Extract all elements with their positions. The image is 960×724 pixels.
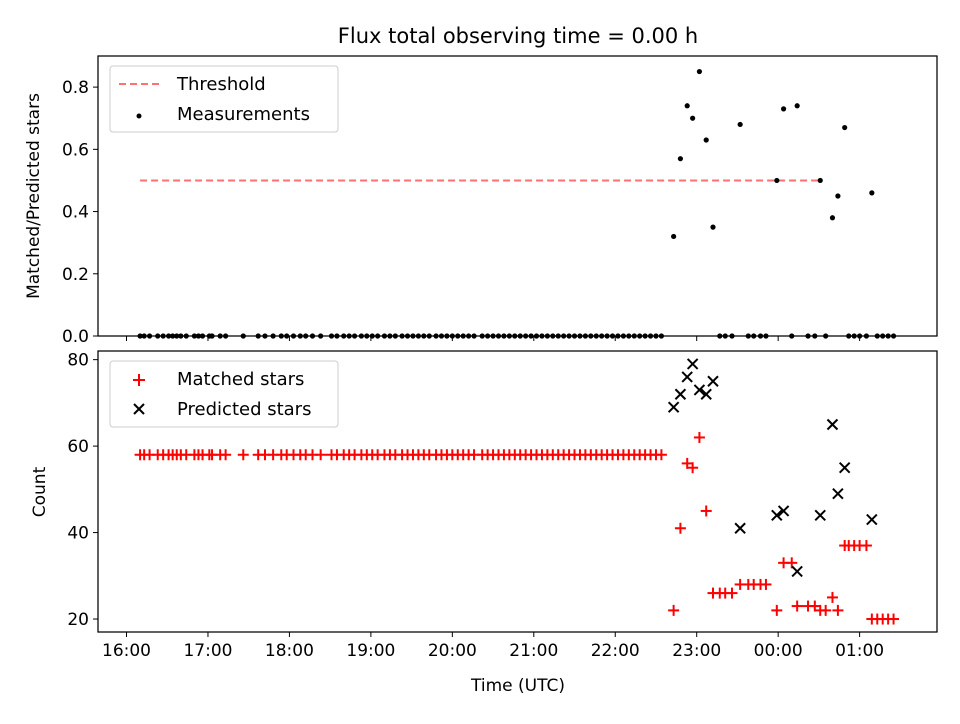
matched-star-point xyxy=(674,522,686,534)
ratio-y-axis-label: Matched/Predicted stars xyxy=(24,93,44,299)
predicted-star-point xyxy=(832,487,844,500)
chart-title: Flux total observing time = 0.00 h xyxy=(338,24,698,48)
y-tick-label: 0.0 xyxy=(62,327,89,347)
predicted-star-point xyxy=(707,375,719,387)
measurement-point xyxy=(671,233,677,240)
matched-star-point xyxy=(700,505,712,517)
x-tick-label: 16:00 xyxy=(102,641,151,661)
legend-threshold-label: Threshold xyxy=(176,74,266,95)
predicted-star-point xyxy=(667,401,680,413)
measurement-point xyxy=(696,68,703,75)
x-tick-label: 01:00 xyxy=(835,641,884,661)
predicted-star-point xyxy=(777,505,790,517)
measurement-point xyxy=(835,193,841,199)
predicted-star-point xyxy=(771,509,783,521)
predicted-star-point xyxy=(866,513,878,526)
legend-matched-swatch xyxy=(133,374,145,386)
count-axes-frame xyxy=(97,350,938,633)
predicted-star-point xyxy=(791,565,803,578)
matched-star-point xyxy=(237,449,249,461)
matched-star-point xyxy=(687,462,699,474)
predicted-star-point xyxy=(686,358,699,370)
measurement-point xyxy=(690,115,696,121)
x-tick-label: 18:00 xyxy=(265,641,314,661)
measurement-point xyxy=(817,177,823,184)
y-tick-label: 20 xyxy=(67,610,89,630)
ratio-axes-frame xyxy=(97,55,938,337)
ratio-legend: Threshold Measurements xyxy=(109,65,339,133)
ratio-panel: Flux total observing time = 0.00 h 0.00.… xyxy=(24,24,938,347)
measurement-point xyxy=(677,156,684,162)
x-tick-label: 20:00 xyxy=(428,641,477,661)
x-tick-label: 19:00 xyxy=(346,641,395,661)
y-tick-label: 60 xyxy=(67,437,89,457)
measurement-point xyxy=(829,215,836,221)
matched-star-point xyxy=(786,557,798,569)
matched-star-point xyxy=(693,431,705,443)
predicted-star-point xyxy=(700,388,712,400)
matched-star-point xyxy=(655,449,667,461)
y-tick-label: 40 xyxy=(67,524,89,544)
x-tick-label: 17:00 xyxy=(183,641,232,661)
matched-star-point xyxy=(860,540,872,552)
measurement-point xyxy=(869,190,875,196)
y-tick-label: 0.2 xyxy=(62,265,89,285)
measurement-point xyxy=(737,121,743,128)
measurement-point xyxy=(794,103,800,109)
matched-star-point xyxy=(820,604,832,616)
measurement-point xyxy=(703,137,709,143)
legend-matched-label: Matched stars xyxy=(177,369,304,390)
count-legend-box xyxy=(109,360,339,428)
predicted-star-point xyxy=(838,462,851,474)
measurement-point xyxy=(774,177,780,184)
matched-star-point xyxy=(668,604,680,616)
y-tick-label: 0.8 xyxy=(62,78,89,98)
legend-measurements-label: Measurements xyxy=(177,104,310,125)
matched-star-point xyxy=(220,449,232,461)
count-axes: 20 40 60 80 16:00 17:00 18:00 19:00 20:00 21:00 22… xyxy=(67,351,884,661)
count-y-axis-label: Count xyxy=(30,466,50,517)
predicted-star-point xyxy=(734,522,746,534)
matched-star-point xyxy=(888,613,900,625)
legend-predicted-label: Predicted stars xyxy=(177,399,311,420)
ratio-legend-box xyxy=(109,65,339,133)
y-tick-label: 0.6 xyxy=(62,140,89,160)
count-plot-area xyxy=(134,358,900,625)
measurement-point xyxy=(842,124,848,131)
predicted-star-point xyxy=(693,384,706,396)
matched-star-point xyxy=(726,587,738,599)
legend-measurements-swatch xyxy=(136,113,142,119)
x-tick-label: 21:00 xyxy=(509,641,558,661)
measurement-point xyxy=(684,103,690,109)
x-tick-label: 00:00 xyxy=(754,641,803,661)
predicted-star-point xyxy=(681,371,693,383)
count-panel: 20 40 60 80 16:00 17:00 18:00 19:00 20:00 21:00 22… xyxy=(30,350,938,696)
matched-star-point xyxy=(826,591,838,603)
measurement-point xyxy=(710,224,716,230)
matched-star-point xyxy=(791,600,803,612)
y-tick-label: 80 xyxy=(67,351,89,371)
count-legend: Matched stars Predicted stars xyxy=(109,360,339,428)
x-axis-label: Time (UTC) xyxy=(470,676,565,696)
predicted-star-point xyxy=(826,418,839,431)
ratio-y-axis: 0.0 0.2 0.4 0.6 0.8 xyxy=(62,78,861,347)
matched-star-point xyxy=(760,578,772,590)
matched-star-point xyxy=(771,604,783,616)
legend-predicted-swatch xyxy=(133,403,145,415)
x-tick-label: 22:00 xyxy=(591,641,640,661)
x-tick-label: 23:00 xyxy=(672,641,721,661)
measurement-point xyxy=(780,106,787,112)
predicted-star-point xyxy=(674,388,687,400)
matched-star-point xyxy=(315,449,327,461)
predicted-star-point xyxy=(814,509,826,521)
y-tick-label: 0.4 xyxy=(62,203,89,223)
matched-star-point xyxy=(832,604,844,616)
